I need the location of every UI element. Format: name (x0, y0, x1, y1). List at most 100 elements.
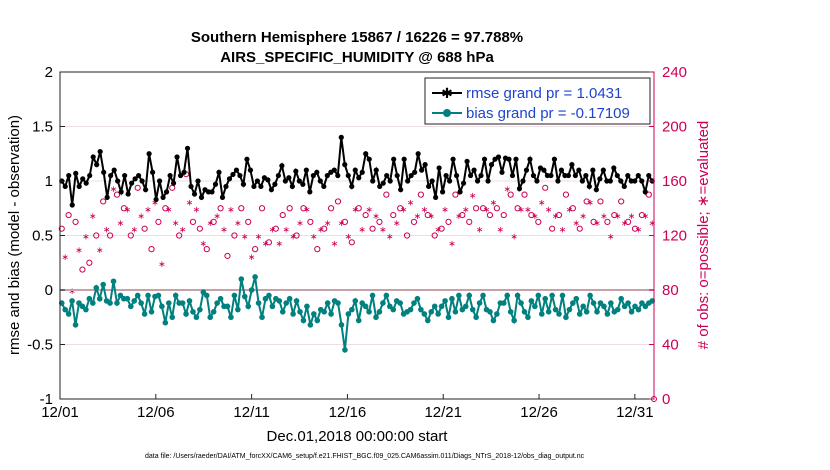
obs-evaluated-point: ∗ (358, 226, 366, 236)
obs-evaluated-point: ∗ (248, 253, 256, 263)
bias-series (58, 274, 656, 353)
obs-possible-point (293, 232, 300, 239)
rmse-point (426, 183, 432, 190)
rmse-point (170, 180, 177, 186)
rmse-point (251, 183, 257, 190)
bias-point (107, 300, 113, 306)
bias-point (587, 292, 593, 299)
obs-possible-point (314, 246, 321, 253)
rmse-point (132, 176, 138, 182)
rmse-point (548, 172, 554, 179)
legend-bias-label: bias grand pr = -0.17109 (466, 105, 630, 122)
obs-possible-point (535, 218, 542, 225)
bias-point (83, 306, 89, 313)
rmse-point (377, 183, 383, 190)
rmse-point (380, 180, 386, 186)
obs-possible-point (562, 191, 570, 198)
obs-possible-point (403, 232, 411, 239)
rmse-point (345, 172, 351, 179)
obs-evaluated-point: ∗ (559, 226, 567, 236)
rmse-point (639, 178, 645, 184)
obs-possible-point (127, 232, 134, 239)
bias-point (214, 300, 220, 306)
rmse-point (108, 172, 114, 179)
obs-evaluated-point: ∗ (642, 212, 650, 222)
obs-possible-point (334, 198, 342, 205)
rmse-point (412, 169, 418, 175)
obs-possible-point (624, 218, 632, 225)
legend-rmse-label: rmse grand pr = 1.0431 (466, 85, 622, 102)
rmse-point (174, 154, 180, 160)
right-axis-origin-marker (651, 396, 657, 402)
rmse-point (223, 183, 229, 190)
bias-point (248, 287, 255, 293)
obs-evaluated-point: ∗ (421, 205, 429, 215)
obs-evaluated-point: ∗ (241, 233, 249, 243)
rmse-point (296, 178, 302, 184)
bias-point (608, 300, 614, 306)
rmse-point (471, 167, 477, 173)
rmse-point (565, 172, 571, 179)
obs-evaluated-point: ∗ (621, 219, 629, 229)
rmse-point (558, 167, 565, 173)
obs-possible-point (307, 218, 314, 225)
legend-box (424, 77, 651, 125)
rmse-point (632, 178, 638, 184)
x-tick-label: 12/21 (424, 404, 462, 421)
bias-point (366, 309, 372, 315)
rmse-point (97, 148, 103, 155)
bias-point (407, 306, 414, 313)
bias-point (349, 306, 355, 313)
rmse-point (254, 178, 261, 184)
bias-point (494, 311, 500, 317)
obs-possible-point (438, 225, 445, 232)
bias-point (518, 300, 524, 306)
rmse-point (478, 172, 484, 179)
bias-point (466, 292, 473, 299)
bias-point (462, 303, 469, 310)
bias-point (504, 292, 511, 299)
obs-possible-point (148, 246, 155, 253)
bias-point (397, 300, 403, 306)
obs-evaluated-point: ∗ (186, 198, 194, 208)
x-axis: 12/01 12/06 12/11 12/16 12/21 12/26 12/31 (41, 394, 654, 421)
bias-point (183, 311, 189, 317)
rmse-point (69, 202, 75, 208)
rmse-point (646, 172, 652, 179)
obs-evaluated-point: ∗ (276, 239, 284, 249)
rmse-point (66, 172, 72, 179)
obs-possible-point (79, 266, 86, 273)
rmse-point (387, 178, 393, 184)
obs-evaluated-point: ∗ (635, 226, 643, 236)
bias-point (614, 306, 621, 313)
obs-evaluated-point: ∗ (324, 219, 332, 229)
obs-evaluated-point: ∗ (414, 212, 422, 222)
obs-possible-point (231, 232, 238, 239)
obs-evaluated-point: ∗ (68, 287, 76, 297)
rmse-point (443, 172, 449, 179)
bias-point (297, 309, 303, 315)
y-tick-label: -0.5 (27, 337, 53, 354)
obs-possible-point (417, 191, 424, 198)
obs-possible-point (176, 232, 183, 239)
rmse-point (247, 167, 254, 173)
bias-point (269, 303, 276, 310)
obs-possible-point (252, 246, 259, 253)
rmse-point (551, 156, 558, 162)
obs-evaluated-point: ∗ (151, 198, 159, 208)
rmse-point (338, 134, 344, 140)
rmse-point (237, 172, 243, 179)
rmse-point (440, 189, 446, 195)
obs-possible-point (486, 211, 494, 219)
rmse-point (230, 171, 236, 178)
obs-possible-point (452, 191, 459, 198)
obs-evaluated-point: ∗ (407, 198, 415, 208)
bias-point (207, 314, 214, 321)
obs-evaluated-point: ∗ (82, 233, 90, 243)
rmse-point (467, 172, 474, 179)
bias-point (290, 311, 296, 317)
obs-evaluated-point: ∗ (614, 212, 622, 222)
bias-point (383, 292, 390, 299)
obs-possible-point (113, 191, 121, 198)
obs-possible-point (514, 205, 521, 212)
